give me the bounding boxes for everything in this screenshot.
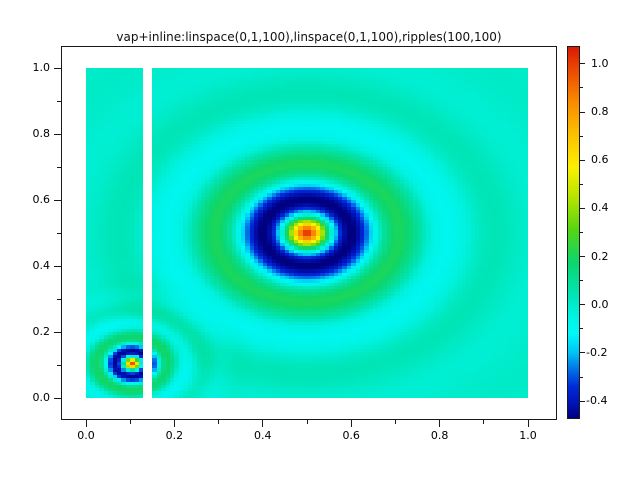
colorbar-major-tick [580,207,585,209]
y-tick-label: 0.6 [32,193,51,206]
y-tick-label: 0.2 [32,325,51,338]
x-major-tick [350,420,352,427]
y-minor-tick [57,100,61,102]
y-minor-tick [57,298,61,300]
colorbar-major-tick [580,63,585,65]
colorbar-tick-label: 0.6 [591,153,609,167]
colorbar-minor-tick [580,280,583,282]
y-major-tick [54,199,61,201]
x-major-tick [439,420,441,427]
colorbar-major-tick [580,256,585,258]
colorbar-minor-tick [580,328,583,330]
colorbar-minor-tick [580,376,583,378]
colorbar-major-tick [580,352,585,354]
colorbar-tick-label: -0.4 [586,394,608,408]
y-minor-tick [57,364,61,366]
y-tick-label: 0.4 [32,259,51,272]
colorbar-tick-label: -0.2 [586,345,608,359]
y-major-tick [54,133,61,135]
colorbar-major-tick [580,159,585,161]
x-major-tick [527,420,529,427]
colorbar-tick-label: 0.8 [591,105,609,119]
y-tick-label: 0.8 [32,127,51,140]
x-tick-label: 0.2 [165,429,184,442]
x-minor-tick [129,420,131,424]
y-major-tick [54,265,61,267]
y-minor-tick [57,166,61,168]
x-minor-tick [218,420,220,424]
heatmap-canvas [86,68,528,398]
colorbar-major-tick [580,304,585,306]
colorbar-minor-tick [580,183,583,185]
y-major-tick [54,397,61,399]
x-minor-tick [394,420,396,424]
x-tick-label: 0.6 [342,429,360,442]
colorbar-major-tick [580,111,585,113]
colorbar-tick-label: 1.0 [591,56,609,70]
x-tick-label: 0.4 [254,429,272,442]
colorbar-major-tick [580,400,585,402]
plot-frame [61,46,557,420]
colorbar-minor-tick [580,87,583,89]
colorbar-minor-tick [580,232,583,233]
colorbar-tick-label: 0.2 [591,249,609,263]
x-tick-label: 1.0 [519,429,537,442]
x-major-tick [85,420,87,427]
y-tick-label: 1.0 [32,61,51,74]
colorbar-gradient [567,46,580,419]
colorbar-tick-label: 0.4 [591,201,609,215]
x-major-tick [262,420,264,427]
colorbar-tick-label: 0.0 [591,297,609,311]
x-minor-tick [306,420,308,424]
y-tick-label: 0.0 [32,391,51,404]
x-minor-tick [483,420,485,424]
x-tick-label: 0.0 [77,429,95,442]
plot-title: vap+inline:linspace(0,1,100),linspace(0,… [116,30,502,44]
x-tick-label: 0.8 [430,429,449,442]
colorbar-minor-tick [580,135,583,137]
y-major-tick [54,67,61,69]
x-major-tick [173,420,175,427]
y-minor-tick [57,232,61,234]
y-major-tick [54,331,61,333]
